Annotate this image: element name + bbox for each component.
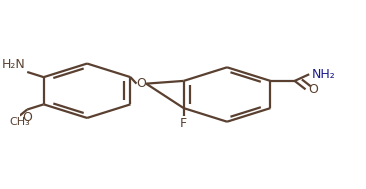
- Text: O: O: [137, 77, 147, 90]
- Text: CH₃: CH₃: [10, 117, 30, 127]
- Text: F: F: [180, 117, 187, 130]
- Text: O: O: [22, 111, 32, 124]
- Text: NH₂: NH₂: [311, 68, 335, 81]
- Text: H₂N: H₂N: [2, 58, 26, 71]
- Text: O: O: [308, 83, 318, 96]
